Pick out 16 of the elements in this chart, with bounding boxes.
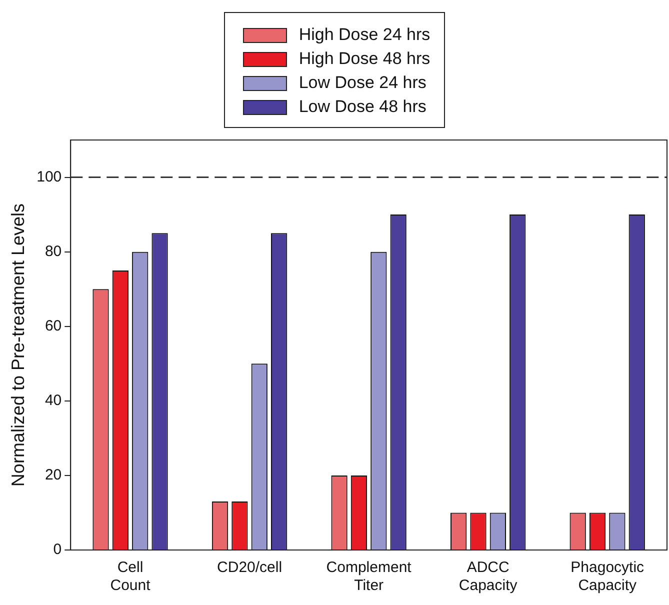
y-tick-label: 60 bbox=[44, 318, 62, 335]
x-tick-label: Cell Count bbox=[110, 559, 152, 594]
legend-label: Low Dose 24 hrs bbox=[298, 73, 426, 93]
y-axis-title: Normalized to Pre-treatment Levels bbox=[8, 203, 28, 487]
y-tick-label: 40 bbox=[44, 392, 62, 410]
x-tick-label: ADCC Capacity bbox=[458, 559, 518, 594]
y-tick-label: 80 bbox=[44, 242, 62, 260]
x-tick-label: CD20/cell bbox=[217, 559, 282, 576]
legend-label: Low Dose 48 hrs bbox=[298, 97, 426, 117]
x-tick-label: Phagocytic Capacity bbox=[570, 559, 645, 594]
legend-label: High Dose 48 hrs bbox=[298, 49, 430, 69]
legend-label: High Dose 24 hrs bbox=[298, 25, 430, 45]
y-tick-label: 20 bbox=[44, 466, 62, 484]
x-tick-label: Complement Titer bbox=[326, 559, 412, 594]
y-tick-label: 100 bbox=[36, 168, 62, 186]
y-tick-label: 0 bbox=[53, 541, 62, 558]
